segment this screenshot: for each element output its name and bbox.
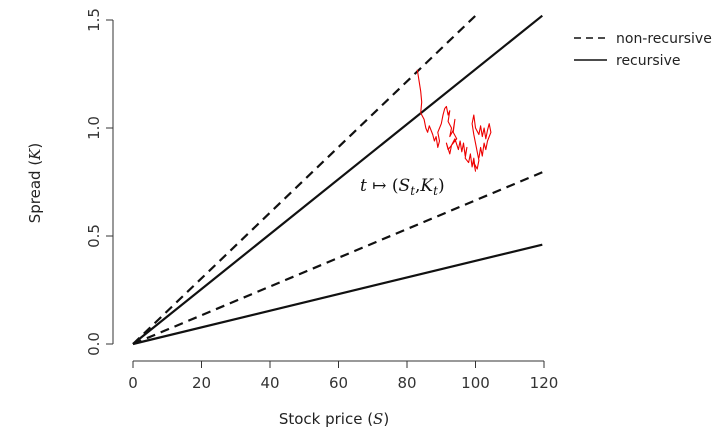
x-tick-label: 120 <box>530 374 559 392</box>
y-tick-label: 0.0 <box>85 332 103 356</box>
non-recursive-line <box>132 171 543 346</box>
y-tick-label: 1.5 <box>85 8 103 32</box>
legend: non-recursive recursive <box>574 31 712 69</box>
y-tick-label: 0.5 <box>85 224 103 248</box>
path-annotation: t ↦ (St,Kt) <box>360 176 445 198</box>
non-recursive-line <box>132 14 477 345</box>
y-tick-label: 1.0 <box>85 116 103 140</box>
series-layer <box>132 14 543 346</box>
x-tick-label: 100 <box>461 374 490 392</box>
axes: 0 20 40 60 80 100 120 0.0 0.5 1.0 1.5 <box>85 8 558 392</box>
recursive-line <box>132 14 543 345</box>
legend-label: recursive <box>616 53 680 69</box>
x-tick-label: 20 <box>192 374 211 392</box>
x-tick-label: 60 <box>329 374 348 392</box>
legend-label: non-recursive <box>616 31 712 47</box>
recursive-line <box>132 243 543 346</box>
sample-path-line <box>416 69 492 172</box>
stochastic-path <box>416 69 492 172</box>
x-axis-title: Stock price (S) <box>279 410 389 428</box>
x-tick-label: 80 <box>397 374 416 392</box>
x-tick-label: 40 <box>260 374 279 392</box>
y-axis-title: Spread (K) <box>26 143 44 224</box>
x-tick-label: 0 <box>128 374 138 392</box>
